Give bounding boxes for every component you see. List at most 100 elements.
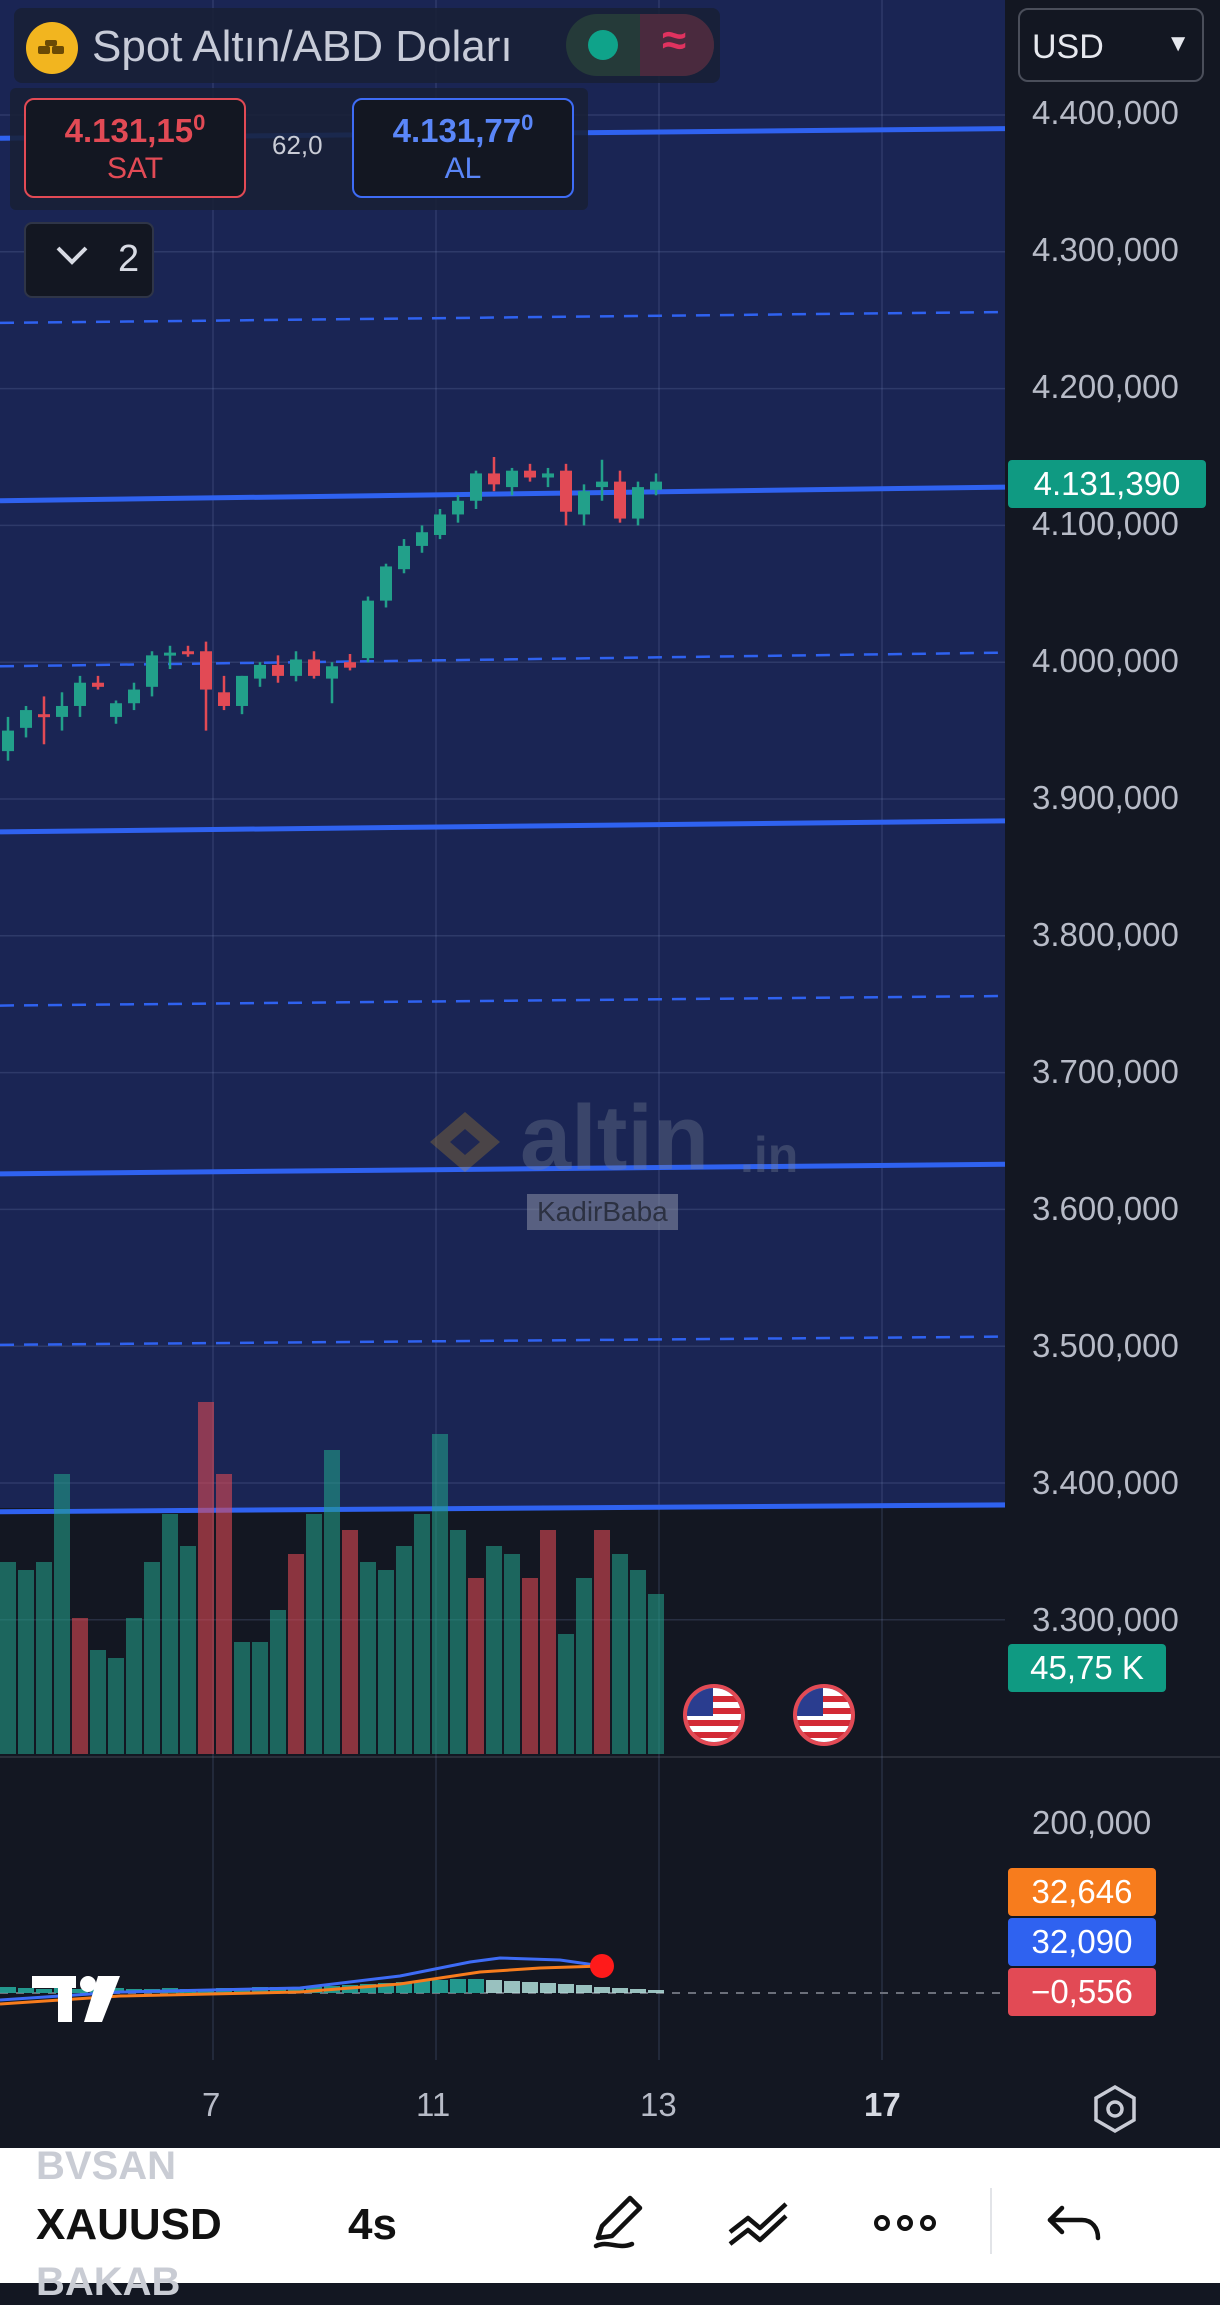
price-axis-label: 4.300,000 xyxy=(1032,231,1179,268)
bottom-toolbar: BVSAN XAUUSD BAKAB 4s xyxy=(0,2144,1220,2304)
volume-bar xyxy=(504,1554,520,1754)
interval-button[interactable]: 4s xyxy=(348,2200,397,2249)
macd-histogram-bar xyxy=(468,1979,484,1993)
candle-body xyxy=(164,652,176,656)
candle-body xyxy=(416,532,428,546)
candle-body xyxy=(650,481,662,490)
macd-histogram-bar xyxy=(36,1989,52,1993)
watermark-suffix: .in xyxy=(740,1127,799,1183)
trend-lines-icon[interactable] xyxy=(724,2188,794,2258)
toolbar-divider xyxy=(990,2188,992,2254)
candle-body xyxy=(398,545,410,570)
price-axis-label: 3.900,000 xyxy=(1032,779,1179,816)
candle-body xyxy=(506,470,518,488)
level-line xyxy=(0,1161,1006,1177)
macd-histogram-bar xyxy=(18,1988,34,1993)
volume-bar xyxy=(198,1402,214,1754)
sell-button[interactable]: 4.131,150 SAT xyxy=(24,98,246,198)
macd-histogram-bar xyxy=(450,1979,466,1993)
macd-line xyxy=(0,1956,603,2002)
candle-body xyxy=(92,682,104,687)
macd-cross-marker xyxy=(590,1954,614,1978)
level-line xyxy=(0,818,1006,835)
volume-bar xyxy=(234,1642,250,1754)
price-axis-label: 3.800,000 xyxy=(1032,916,1179,953)
candle-body xyxy=(74,682,86,706)
price-axis-label: 4.000,000 xyxy=(1032,642,1179,679)
candle-body xyxy=(308,659,320,676)
candle-body xyxy=(272,664,284,676)
currency-select[interactable]: USD ▼ xyxy=(1018,8,1204,82)
volume-bar xyxy=(36,1562,52,1754)
macd-histogram-bar xyxy=(612,1988,628,1993)
candle-body xyxy=(218,692,230,706)
price-axis-label: 4.100,000 xyxy=(1032,505,1179,542)
ghost-symbol-prev[interactable]: BVSAN xyxy=(36,2144,177,2188)
macd-line-tag: 32,090 xyxy=(1008,1918,1156,1966)
price-axis-label: 3.500,000 xyxy=(1032,1327,1179,1364)
volume-bar xyxy=(450,1530,466,1754)
chevron-down-icon: ▼ xyxy=(1166,30,1190,57)
time-axis-label: 17 xyxy=(864,2086,901,2123)
candle-body xyxy=(632,487,644,519)
price-axis-label: 3.400,000 xyxy=(1032,1464,1179,1501)
candle-body xyxy=(542,473,554,478)
price-axis-label: 4.400,000 xyxy=(1032,94,1179,131)
candle-body xyxy=(380,566,392,601)
us-flag-icon[interactable] xyxy=(793,1684,855,1746)
volume-bar xyxy=(360,1562,376,1754)
indicator-count: 2 xyxy=(118,238,140,280)
candle-body xyxy=(290,659,302,676)
candle-body xyxy=(326,666,338,679)
undo-icon[interactable] xyxy=(1040,2188,1110,2258)
buy-button[interactable]: 4.131,770 AL xyxy=(352,98,574,198)
market-status-pill[interactable]: ≈ xyxy=(566,14,714,76)
macd-histogram-bar xyxy=(378,1983,394,1993)
us-flag-icon[interactable] xyxy=(683,1684,745,1746)
gold-bars-glyph xyxy=(38,40,66,54)
candle-body xyxy=(488,473,500,485)
symbol-header[interactable]: Spot Altın/ABD Doları ≈ xyxy=(14,8,720,83)
macd-histogram-bar xyxy=(108,1988,124,1993)
level-line xyxy=(0,1502,1006,1515)
volume-bar xyxy=(342,1530,358,1754)
macd-axis-label: 200,000 xyxy=(1032,1804,1152,1841)
pencil-icon[interactable] xyxy=(584,2188,654,2258)
macd-histogram-bar xyxy=(432,1980,448,1993)
price-axis-label: 3.700,000 xyxy=(1032,1053,1179,1090)
candle-body xyxy=(236,675,248,706)
volume-bar xyxy=(648,1594,664,1754)
volume-bar xyxy=(162,1514,178,1754)
watermark-brand: altin xyxy=(520,1087,710,1189)
indicators-toggle[interactable]: 2 xyxy=(24,222,154,298)
buy-price: 4.131,77 xyxy=(392,112,522,149)
volume-bar xyxy=(324,1450,340,1754)
candle-body xyxy=(128,689,140,704)
price-axis-label: 3.600,000 xyxy=(1032,1190,1179,1227)
volume-bar xyxy=(90,1650,106,1754)
candle-body xyxy=(344,662,356,668)
candle-body xyxy=(362,600,374,659)
volume-bar xyxy=(72,1618,88,1754)
more-icon[interactable] xyxy=(870,2188,940,2258)
symbol-button[interactable]: XAUUSD xyxy=(36,2200,222,2249)
price-pane-background xyxy=(0,0,1005,1508)
macd-histogram-bar xyxy=(486,1980,502,1993)
settings-icon[interactable] xyxy=(1090,2084,1140,2134)
macd-histogram-tag: −0,556 xyxy=(1008,1968,1156,2016)
volume-bar xyxy=(54,1474,70,1754)
buy-label: AL xyxy=(444,152,482,185)
volume-bar xyxy=(216,1474,232,1754)
candle-body xyxy=(524,470,536,478)
volume-bar xyxy=(252,1642,268,1754)
volume-bar xyxy=(540,1530,556,1754)
candle-body xyxy=(110,703,122,717)
watermark-user: KadirBaba xyxy=(527,1194,678,1230)
volume-bar xyxy=(288,1554,304,1754)
macd-histogram-bar xyxy=(270,1987,286,1993)
sell-price: 4.131,15 xyxy=(64,112,194,149)
volume-bar xyxy=(126,1618,142,1754)
macd-histogram-bar xyxy=(414,1981,430,1993)
macd-histogram-bar xyxy=(360,1984,376,1993)
volume-bar xyxy=(522,1578,538,1754)
